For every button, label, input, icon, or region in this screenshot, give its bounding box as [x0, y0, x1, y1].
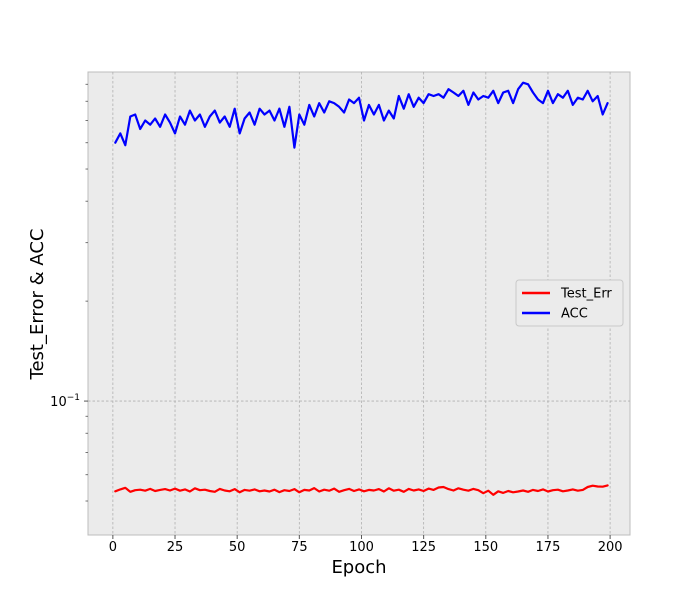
x-tick-label: 25 — [167, 540, 184, 555]
y-axis-label: Test_Error & ACC — [27, 229, 48, 381]
x-tick-label: 0 — [109, 540, 117, 555]
legend-label: Test_Err — [560, 287, 612, 302]
y-tick-label-base: 10 — [50, 395, 67, 410]
x-axis-label: Epoch — [331, 557, 386, 578]
x-tick-label: 50 — [229, 540, 246, 555]
legend-box — [515, 279, 624, 327]
y-tick-label-exponent: −1 — [67, 393, 80, 403]
x-tick-label: 150 — [473, 540, 498, 555]
legend-label: ACC — [561, 307, 588, 322]
series-line-acc — [114, 81, 609, 149]
ticks: 0 25 50 75 100 125 150 175 200 10−1 — [50, 83, 623, 555]
x-tick-label: 125 — [411, 540, 436, 555]
y-tick-label: 10−1 — [50, 393, 80, 410]
legend: Test_Err ACC — [515, 279, 624, 327]
x-tick-label: 175 — [536, 540, 561, 555]
x-tick-label: 200 — [598, 540, 623, 555]
series-line-test-err — [114, 484, 609, 496]
x-tick-label: 75 — [291, 540, 308, 555]
x-tick-label: 100 — [349, 540, 374, 555]
series-group — [114, 81, 609, 496]
